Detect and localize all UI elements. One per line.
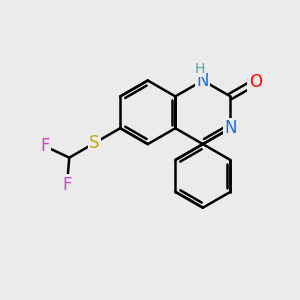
Text: H: H bbox=[194, 62, 205, 76]
Text: N: N bbox=[196, 71, 209, 89]
Text: S: S bbox=[89, 134, 99, 152]
Text: N: N bbox=[224, 119, 237, 137]
Text: O: O bbox=[249, 73, 262, 91]
Text: F: F bbox=[40, 137, 50, 155]
Text: F: F bbox=[62, 176, 72, 194]
